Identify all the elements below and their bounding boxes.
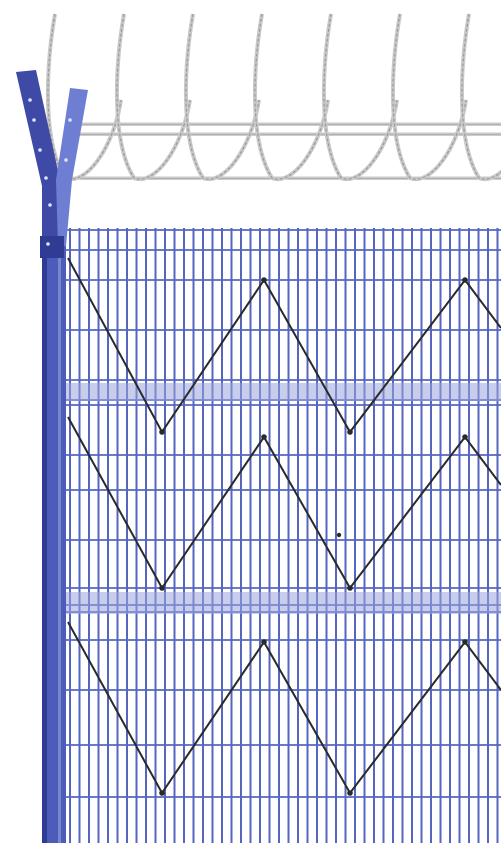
zigzag-wire: [67, 621, 501, 795]
post-shadow-edge: [42, 238, 47, 843]
zigzag-joint: [261, 434, 267, 440]
zigzag-joint: [462, 639, 468, 645]
zigzag-joint: [261, 639, 267, 645]
bolt: [68, 118, 72, 122]
y-arm-right: [56, 88, 88, 246]
zigzag-joint: [347, 585, 353, 591]
zigzag-joint: [347, 429, 353, 435]
bolt: [32, 118, 36, 122]
zigzag-wires: [67, 257, 501, 796]
y-arm-collar: [40, 236, 64, 258]
fence-post: [42, 238, 66, 843]
mesh-stiffening-band: [66, 592, 501, 614]
razor-wire-barbs: [323, 13, 398, 180]
razor-wire-loop: [253, 13, 330, 182]
zigzag-joint: [159, 585, 165, 591]
zigzag-joint: [462, 434, 468, 440]
razor-wire-loop: [391, 13, 468, 182]
razor-wire-barbs: [116, 13, 191, 180]
razor-wire-loop: [460, 13, 501, 182]
mesh-stiffening-band: [66, 383, 501, 401]
razor-wire-loop: [184, 13, 261, 182]
razor-wire-coil: [46, 13, 501, 182]
mesh-panel: [66, 228, 501, 843]
y-arm-left: [16, 70, 60, 258]
bolt: [44, 176, 48, 180]
zigzag-joint: [159, 790, 165, 796]
razor-wire-barbs: [185, 13, 260, 180]
zigzag-joint: [347, 790, 353, 796]
bolt: [64, 158, 68, 162]
zigzag-wire: [67, 257, 501, 434]
bolt: [46, 242, 50, 246]
bolt: [38, 148, 42, 152]
razor-wire-barbs: [461, 13, 501, 180]
zigzag-wire: [67, 416, 501, 590]
zigzag-joint: [261, 277, 267, 283]
bolt: [28, 98, 32, 102]
post-highlight: [58, 238, 61, 843]
bolt: [48, 203, 52, 207]
zigzag-joint: [462, 277, 468, 283]
razor-wire-loop: [322, 13, 399, 182]
y-shaped-arm: [16, 70, 88, 258]
mesh-speck: [336, 532, 342, 538]
razor-wire-barbs: [254, 13, 329, 180]
razor-wire-loop: [115, 13, 192, 182]
zigzag-joint: [159, 429, 165, 435]
razor-wire-barbs: [392, 13, 467, 180]
